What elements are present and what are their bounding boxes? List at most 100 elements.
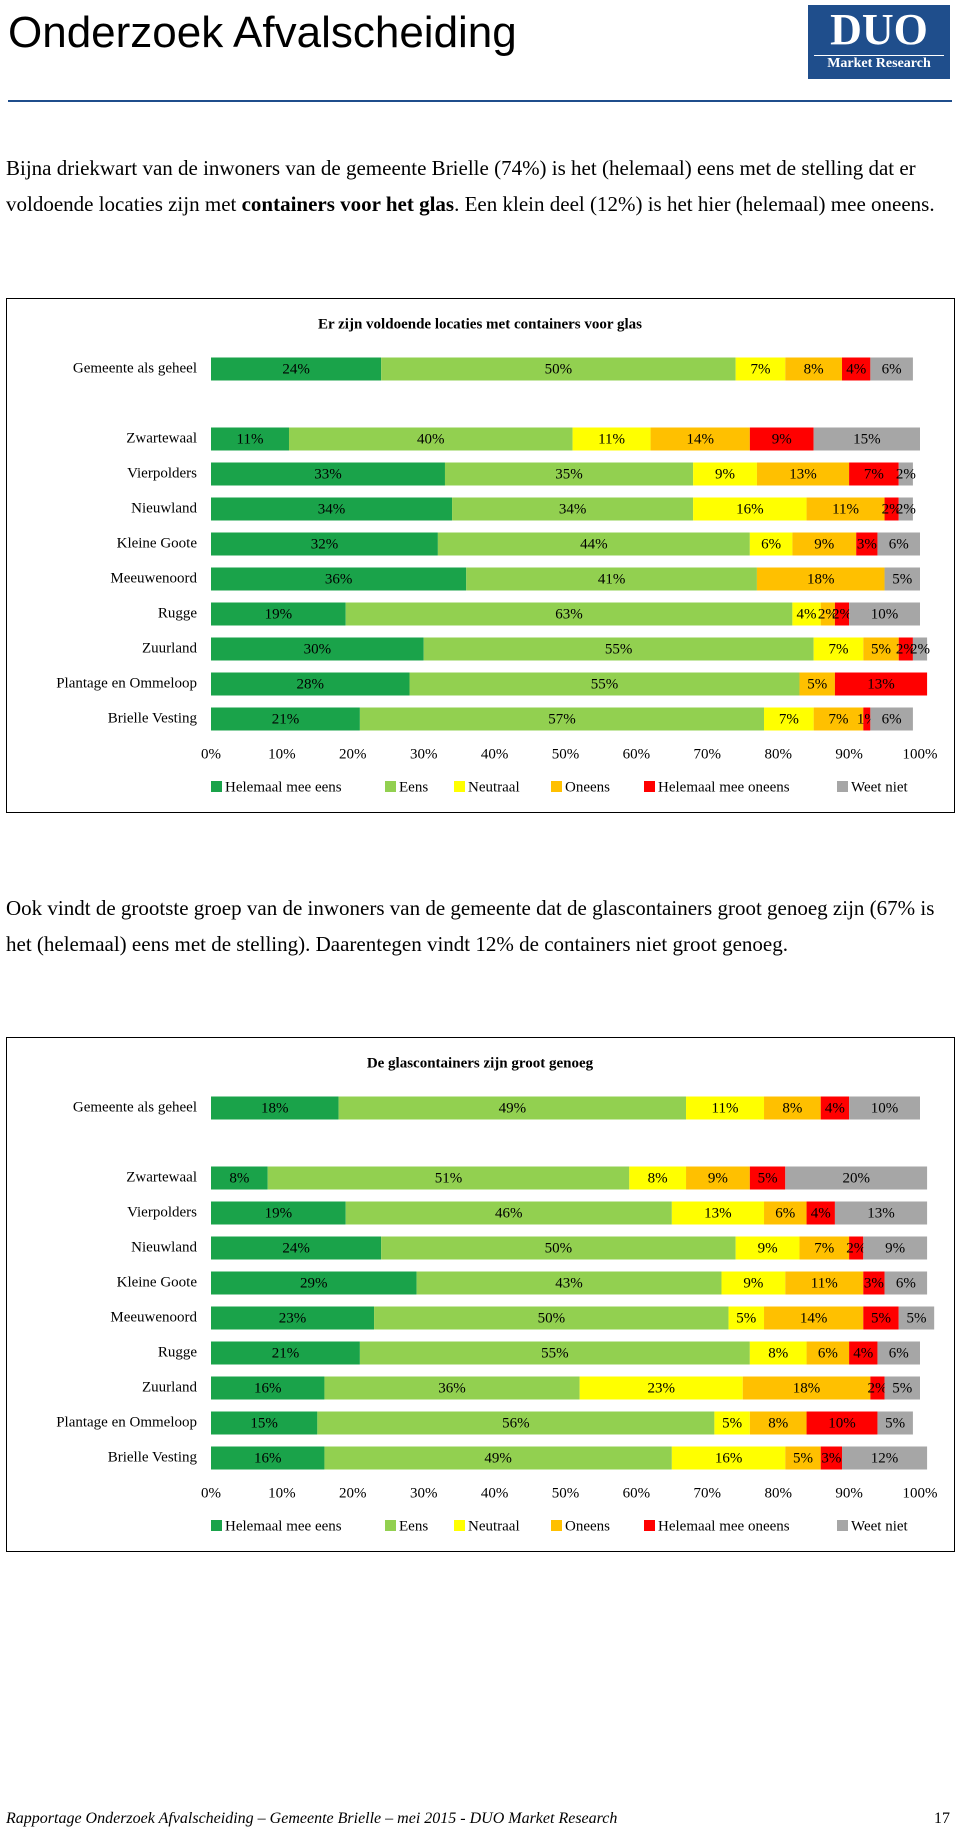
chart: Er zijn voldoende locaties met container…: [6, 298, 955, 813]
bar-segment: [211, 427, 289, 451]
bar-segment: [742, 1376, 871, 1400]
value-label: 6%: [761, 536, 781, 552]
category-label: Plantage en Ommeloop: [56, 675, 197, 691]
logo: DUO Market Research: [808, 5, 950, 79]
category-label: Kleine Goote: [117, 1274, 198, 1290]
x-tick-label: 50%: [552, 746, 580, 762]
bar-segment: [813, 707, 864, 731]
value-label: 3%: [864, 1275, 884, 1291]
bar-segment: [359, 707, 765, 731]
value-label: 8%: [768, 1345, 788, 1361]
value-label: 40%: [417, 431, 445, 447]
bar-segment: [877, 532, 920, 556]
bar-segment: [211, 567, 467, 591]
value-label: 14%: [686, 431, 714, 447]
bar-segment: [671, 1201, 765, 1225]
x-tick-label: 60%: [623, 746, 651, 762]
page-number: 17: [934, 1810, 950, 1827]
legend-swatch: [211, 781, 222, 792]
legend-swatch: [211, 1520, 222, 1531]
bar-segment: [806, 1411, 878, 1435]
bar-segment: [834, 672, 928, 696]
bar-segment: [671, 1446, 786, 1470]
bar-segment: [728, 1306, 765, 1330]
category-label: Vierpolders: [127, 465, 197, 481]
bar-segment: [572, 427, 651, 451]
value-label: 9%: [715, 466, 735, 482]
bar-segment: [756, 567, 885, 591]
category-label: Gemeente als geheel: [73, 1099, 197, 1115]
bar-segment: [211, 1166, 268, 1190]
value-label: 15%: [853, 431, 881, 447]
bar-segment: [749, 532, 793, 556]
bar-segment: [820, 1446, 843, 1470]
bold-text: containers voor het glas: [241, 192, 455, 216]
value-label: 29%: [300, 1275, 328, 1291]
bar-segment: [863, 1306, 899, 1330]
value-label: 9%: [708, 1170, 728, 1186]
value-label: 49%: [499, 1100, 527, 1116]
bar-segment: [211, 602, 346, 626]
bar-segment: [211, 497, 453, 521]
x-tick-label: 10%: [268, 746, 296, 762]
value-label: 11%: [237, 431, 264, 447]
bar-segment: [693, 497, 807, 521]
bar-segment: [792, 532, 857, 556]
legend-label: Helemaal mee eens: [225, 779, 342, 795]
bar-segment: [842, 1446, 928, 1470]
bar-segment: [693, 462, 757, 486]
bar-segment: [856, 532, 878, 556]
bar-segment: [764, 1201, 807, 1225]
value-label: 5%: [885, 1415, 905, 1431]
bar-segment: [749, 1341, 807, 1365]
bar-segment: [629, 1166, 687, 1190]
category-label: Meeuwenoord: [110, 570, 197, 586]
value-label: 6%: [889, 536, 909, 552]
value-label: 5%: [892, 1380, 912, 1396]
category-label: Brielle Vesting: [108, 1449, 198, 1465]
value-label: 5%: [871, 1310, 891, 1326]
bar-segment: [721, 1271, 786, 1295]
bar-segment: [345, 1201, 672, 1225]
legend-label: Neutraal: [468, 779, 520, 795]
legend-label: Helemaal mee oneens: [658, 1518, 790, 1534]
bar-segment: [877, 1411, 913, 1435]
x-tick-label: 0%: [201, 1485, 221, 1501]
logo-subtext: Market Research: [814, 55, 944, 72]
value-label: 3%: [821, 1450, 841, 1466]
value-label: 19%: [265, 606, 293, 622]
x-tick-label: 100%: [903, 1485, 938, 1501]
value-label: 57%: [548, 711, 576, 727]
value-label: 50%: [538, 1310, 566, 1326]
value-label: 6%: [896, 1275, 916, 1291]
chart-title: Er zijn voldoende locaties met container…: [318, 316, 642, 332]
value-label: 21%: [272, 711, 300, 727]
value-label: 33%: [314, 466, 342, 482]
bar-segment: [785, 1166, 928, 1190]
value-label: 7%: [828, 641, 848, 657]
category-label: Zwartewaal: [126, 430, 197, 446]
value-label: 18%: [261, 1100, 289, 1116]
bar-segment: [756, 462, 850, 486]
bar-segment: [764, 1306, 864, 1330]
x-tick-label: 30%: [410, 1485, 438, 1501]
bar-segment: [749, 427, 814, 451]
bar-segment: [374, 1306, 729, 1330]
bar-segment: [806, 497, 885, 521]
bar-segment: [211, 1376, 325, 1400]
value-label: 18%: [793, 1380, 821, 1396]
header-rule: [8, 100, 952, 102]
value-label: 46%: [495, 1205, 523, 1221]
value-label: 55%: [591, 676, 619, 692]
value-label: 8%: [648, 1170, 668, 1186]
bar-segment: [452, 497, 694, 521]
value-label: 11%: [832, 501, 859, 517]
value-label: 2%: [846, 1240, 866, 1256]
value-label: 6%: [818, 1345, 838, 1361]
value-label: 13%: [867, 676, 895, 692]
bar-segment: [785, 1446, 821, 1470]
x-tick-label: 100%: [903, 746, 938, 762]
logo-text: DUO: [830, 5, 928, 54]
value-label: 24%: [282, 361, 310, 377]
value-label: 2%: [818, 606, 838, 622]
